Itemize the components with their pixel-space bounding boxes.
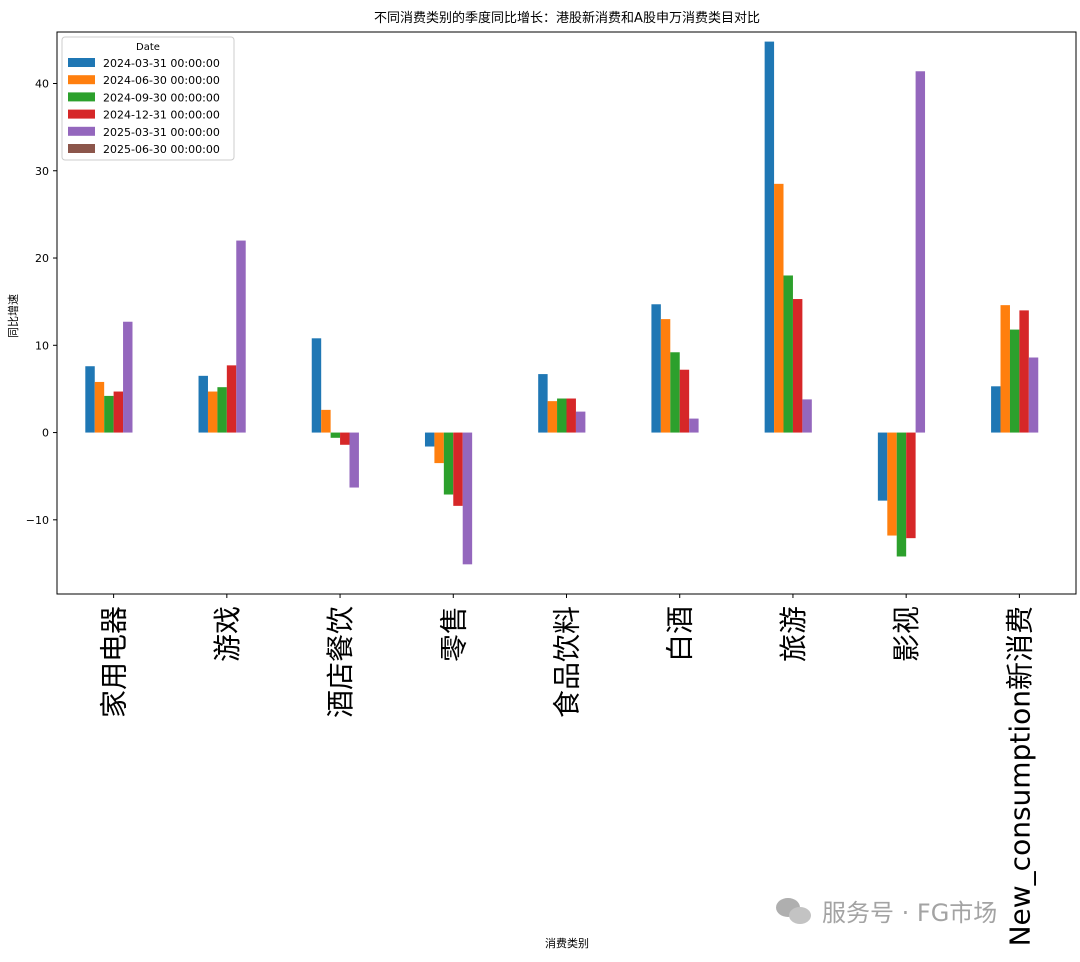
x-tick-label: 零售: [437, 606, 470, 662]
x-tick-label: 食品饮料: [551, 606, 584, 718]
bar: [453, 432, 463, 506]
y-tick-label: 40: [35, 77, 49, 90]
bar: [896, 432, 907, 557]
bar: [113, 391, 124, 433]
bar: [991, 386, 1001, 433]
bar: [538, 374, 548, 433]
bar: [321, 409, 331, 433]
x-tick-label: New_consumption新消费: [1003, 606, 1036, 946]
y-tick-label: 10: [35, 339, 49, 352]
legend-label: 2025-03-31 00:00:00: [103, 126, 220, 139]
y-tick-label: −10: [26, 514, 49, 527]
bar: [877, 432, 888, 501]
bar: [217, 387, 227, 433]
legend-label: 2024-12-31 00:00:00: [103, 109, 220, 122]
legend-label: 2024-06-30 00:00:00: [103, 74, 220, 87]
bar: [311, 338, 322, 433]
bar: [660, 319, 671, 433]
x-tick-label: 家用电器: [98, 606, 131, 718]
legend-title: Date: [136, 42, 160, 53]
bar: [1028, 357, 1039, 433]
y-tick-label: 0: [42, 427, 49, 440]
legend-swatch: [68, 144, 95, 153]
y-tick-label: 30: [35, 165, 49, 178]
legend-swatch: [68, 92, 95, 102]
bar: [1000, 305, 1010, 433]
bar: [236, 240, 246, 433]
bar: [689, 418, 699, 433]
legend-label: 2025-06-30 00:00:00: [103, 143, 220, 156]
x-tick-label: 影视: [890, 606, 923, 662]
bar: [566, 398, 576, 433]
legend-swatch: [68, 58, 95, 67]
bar: [651, 304, 661, 433]
bar: [349, 432, 359, 488]
bar: [670, 352, 680, 433]
bar: [424, 432, 435, 447]
bar: [94, 381, 105, 433]
x-tick-label: 游戏: [211, 606, 244, 662]
legend-label: 2024-03-31 00:00:00: [103, 57, 220, 70]
bar: [774, 183, 784, 433]
bar: [1009, 329, 1020, 433]
legend-label: 2024-09-30 00:00:00: [103, 91, 220, 104]
bar: [915, 71, 926, 433]
y-tick-label: 20: [35, 252, 49, 265]
chart-title: 不同消费类别的季度同比增长：港股新消费和A股申万消费类目对比: [374, 10, 760, 26]
bar: [764, 41, 775, 433]
legend-swatch: [68, 109, 95, 119]
legend-swatch: [68, 75, 95, 85]
bar: [906, 432, 916, 539]
bar: [792, 299, 803, 433]
legend-swatch: [68, 126, 95, 136]
bar: [679, 369, 690, 433]
bar: [547, 401, 558, 433]
legend-box: [61, 36, 235, 161]
bar: [226, 365, 237, 433]
bar: [434, 432, 444, 464]
bar: [462, 432, 473, 565]
bar: [207, 391, 218, 433]
bar: [802, 399, 812, 433]
bar: [1019, 310, 1029, 433]
bar: [104, 395, 114, 433]
bar: [783, 275, 793, 433]
bar: [198, 375, 208, 433]
bar: [85, 366, 95, 433]
bar: [443, 432, 454, 495]
x-tick-label: 白酒: [664, 606, 697, 662]
x-tick-label: 旅游: [777, 606, 810, 662]
bar: [575, 411, 586, 433]
bar: [330, 432, 341, 438]
x-axis-label: 消费类别: [545, 936, 589, 950]
y-axis-label: 同比增速: [6, 294, 20, 338]
bar: [887, 432, 897, 536]
bar: [340, 432, 350, 445]
plot-area: −10 0 10 20 30 40 家用电器 游戏 酒店餐饮 零售 食品饮料 白酒 旅游 影视 New_co…: [26, 31, 1077, 946]
bar: [123, 321, 133, 433]
x-tick-label: 酒店餐饮: [324, 606, 357, 718]
bar: [557, 398, 567, 433]
